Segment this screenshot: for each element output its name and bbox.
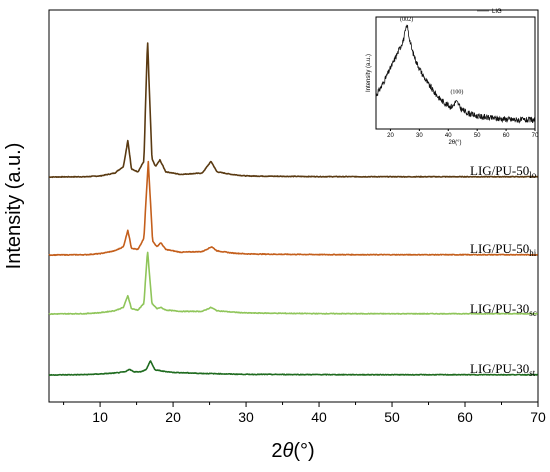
- inset-series: (002) (100): [375, 16, 535, 124]
- inset-x-tick-label: 30: [416, 133, 423, 139]
- series-label-text: LIG/PU-50: [470, 163, 529, 178]
- series-line-4: [48, 360, 538, 376]
- x-axis-title-prefix: 2: [271, 440, 282, 462]
- series-label-text: LIG/PU-30: [470, 301, 529, 316]
- inset-frame: [375, 16, 536, 130]
- inset-series-line: [375, 24, 535, 124]
- inset-x-tick-label: 70: [532, 133, 539, 139]
- x-tick-label: 60: [457, 409, 473, 425]
- inset-x-tick-label: 20: [387, 133, 394, 139]
- series-label-subscript: lo: [529, 170, 537, 180]
- x-tick-label: 20: [165, 409, 181, 425]
- y-axis-title: Intensity (a.u.): [3, 143, 25, 270]
- series-label-2: LIG/PU-50hi: [470, 241, 537, 258]
- inset-peak-annotation: (100): [450, 89, 463, 96]
- series-labels: LIG/PU-50loLIG/PU-50hiLIG/PU-30scLIG/PU-…: [470, 163, 537, 378]
- inset-x-axis-title: 2θ(°): [448, 140, 461, 146]
- series-line-3: [48, 251, 538, 316]
- x-axis-title-theta: θ: [282, 440, 293, 462]
- inset-x-tick-label: 60: [503, 133, 510, 139]
- inset-chart: 20 30 40 50 60 70 (002) (100) LIG Intensity (a…: [366, 9, 539, 146]
- main-plot: 10 20 30 40 50 60 70 LIG/PU-50loLIG/PU-50hiLIG…: [48, 9, 546, 425]
- x-tick-label: 10: [92, 409, 108, 425]
- inset-y-axis-title: Intensity (a.u.): [366, 54, 372, 92]
- x-axis-title: 2θ(°): [271, 440, 314, 462]
- inset-x-tick-label: 40: [445, 133, 452, 139]
- x-tick-label: 40: [311, 409, 327, 425]
- x-tick-label: 50: [384, 409, 400, 425]
- inset-legend-label: LIG: [492, 9, 502, 15]
- inset-peak-annotation: (002): [400, 16, 413, 23]
- inset-x-axis-ticks: 20 30 40 50 60 70: [387, 129, 539, 139]
- x-axis-ticks: 10 20 30 40 50 60 70: [63, 402, 546, 425]
- series-label-subscript: st: [529, 368, 536, 378]
- x-axis-title-unit: (°): [293, 440, 314, 462]
- series-line-1: [48, 42, 539, 179]
- series-label-1: LIG/PU-50lo: [470, 163, 537, 180]
- inset-x-tick-label: 50: [474, 133, 481, 139]
- plot-frame: [48, 9, 539, 403]
- x-tick-label: 70: [530, 409, 546, 425]
- series-label-3: LIG/PU-30sc: [470, 301, 537, 318]
- x-tick-label: 30: [238, 409, 254, 425]
- series-label-subscript: sc: [529, 308, 537, 318]
- series-line-2: [48, 160, 538, 257]
- series-label-text: LIG/PU-30: [470, 361, 529, 376]
- series-label-text: LIG/PU-50: [470, 241, 529, 256]
- series-label-subscript: hi: [529, 248, 537, 258]
- series-label-4: LIG/PU-30st: [470, 361, 536, 378]
- series-group: [48, 42, 539, 376]
